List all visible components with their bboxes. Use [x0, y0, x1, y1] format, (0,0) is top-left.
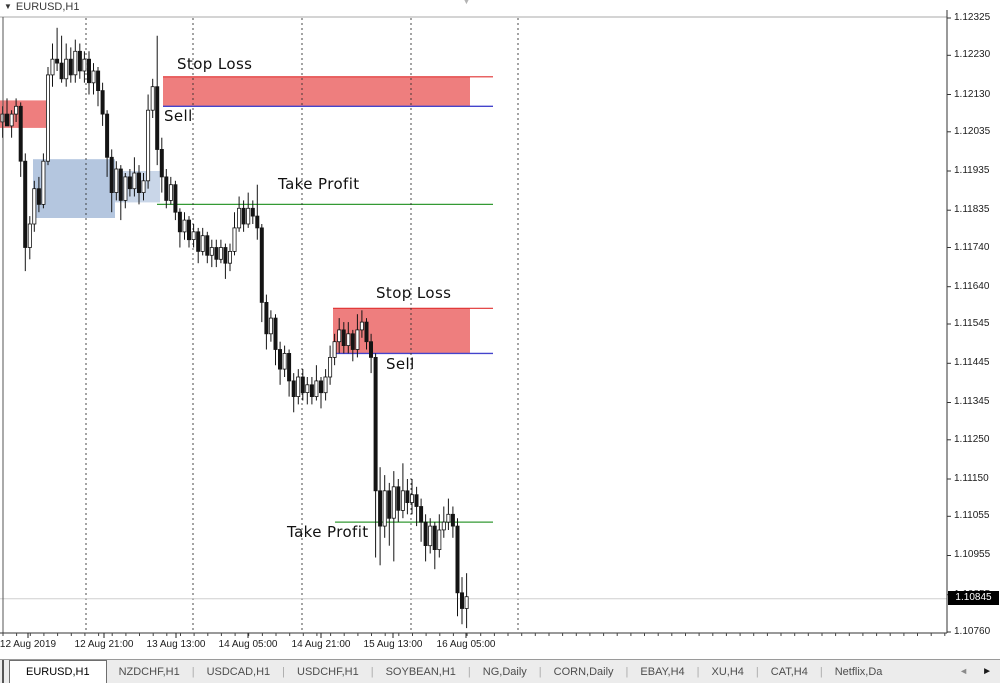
price-tick-label: 1.11545	[954, 318, 990, 329]
time-tick-label: 15 Aug 13:00	[363, 639, 423, 650]
price-tick-label: 1.11640	[954, 281, 990, 292]
tab-eurusd-h1[interactable]: EURUSD,H1	[9, 660, 107, 683]
tab-separator: |	[696, 665, 700, 678]
tab-scroll-right-icon[interactable]: ►	[982, 665, 992, 677]
price-tick-label: 1.11250	[954, 434, 990, 445]
chart-shift-marker-icon[interactable]: ▼	[461, 0, 472, 7]
tab-usdchf-h1[interactable]: USDCHF,H1	[297, 665, 359, 678]
time-tick-label: 12 Aug 2019	[0, 639, 57, 650]
tab-ebay-h4[interactable]: EBAY,H4	[640, 665, 685, 678]
price-tick-label: 1.11740	[954, 242, 990, 253]
stop-loss-label-1[interactable]: Stop Loss	[177, 55, 253, 73]
symbol-label-text: EURUSD,H1	[15, 1, 80, 13]
tab-separator: |	[282, 665, 285, 678]
time-tick-label: 14 Aug 05:00	[218, 639, 278, 650]
price-tick-label: 1.11055	[954, 510, 990, 521]
tab-scroll-controls: ◄ ►	[953, 660, 998, 682]
price-tick-label: 1.10955	[954, 549, 991, 560]
tab-bar-notch	[2, 660, 4, 683]
price-axis[interactable]: 1.12325 1.12230 1.12130 1.12035 1.11935 1.118…	[952, 0, 999, 659]
tab-ng-daily[interactable]: NG,Daily	[482, 665, 527, 678]
chart-tab-bar: EURUSD,H1 NZDCHF,H1 | USDCAD,H1 | USDCHF,H1 | S…	[0, 659, 1000, 683]
price-tick-label: 1.11445	[954, 357, 990, 368]
chart-window: ▼ EURUSD,H1 ▼ Stop Loss Sell Take Profit …	[0, 0, 1000, 659]
tab-separator: |	[538, 665, 542, 678]
price-tick-label: 1.11935	[954, 165, 990, 176]
tab-separator: |	[755, 665, 759, 678]
chart-tabs: EURUSD,H1 NZDCHF,H1 | USDCAD,H1 | USDCHF,H1 | S…	[9, 660, 1000, 683]
price-tick-label: 1.12325	[954, 12, 991, 23]
take-profit-label-1[interactable]: Take Profit	[278, 175, 360, 193]
tab-separator: |	[191, 665, 195, 678]
tab-separator: |	[370, 665, 374, 678]
sell-label-1[interactable]: Sell	[164, 107, 193, 125]
time-tick-label: 12 Aug 21:00	[74, 639, 134, 650]
tab-separator: |	[625, 665, 629, 678]
time-axis[interactable]: 12 Aug 2019 12 Aug 21:00 13 Aug 13:00 14 Au…	[0, 639, 947, 655]
tab-separator: |	[819, 665, 823, 678]
price-tick-label: 1.12230	[954, 49, 991, 60]
current-price-badge: 1.10845	[948, 591, 999, 605]
symbol-label[interactable]: ▼ EURUSD,H1	[4, 1, 80, 13]
tab-scroll-left-icon[interactable]: ◄	[959, 666, 969, 676]
time-tick-label: 16 Aug 05:00	[436, 639, 496, 650]
tab-nzdchf-h1[interactable]: NZDCHF,H1	[118, 665, 180, 678]
stop-loss-label-2[interactable]: Stop Loss	[376, 284, 452, 302]
price-tick-label: 1.12130	[954, 89, 991, 100]
price-tick-label: 1.11150	[954, 473, 989, 484]
tab-separator: |	[467, 665, 471, 678]
tab-soybean-h1[interactable]: SOYBEAN,H1	[385, 665, 456, 678]
sell-label-2[interactable]: Sell	[386, 355, 415, 373]
time-tick-label: 13 Aug 13:00	[146, 639, 206, 650]
symbol-dropdown-icon: ▼	[4, 2, 12, 11]
price-tick-label: 1.11835	[954, 204, 990, 215]
chart-plot[interactable]	[0, 0, 1000, 659]
tab-corn-daily[interactable]: CORN,Daily	[553, 665, 614, 678]
price-tick-label: 1.12035	[954, 126, 991, 137]
take-profit-label-2[interactable]: Take Profit	[287, 523, 369, 541]
price-tick-label: 1.10760	[954, 626, 991, 637]
tab-cat-h4[interactable]: CAT,H4	[770, 665, 808, 678]
tab-netflix-da[interactable]: Netflix,Da	[834, 665, 883, 678]
tab-xu-h4[interactable]: XU,H4	[711, 665, 744, 678]
tab-usdcad-h1[interactable]: USDCAD,H1	[206, 665, 271, 678]
time-tick-label: 14 Aug 21:00	[291, 639, 351, 650]
price-tick-label: 1.11345	[954, 396, 990, 407]
